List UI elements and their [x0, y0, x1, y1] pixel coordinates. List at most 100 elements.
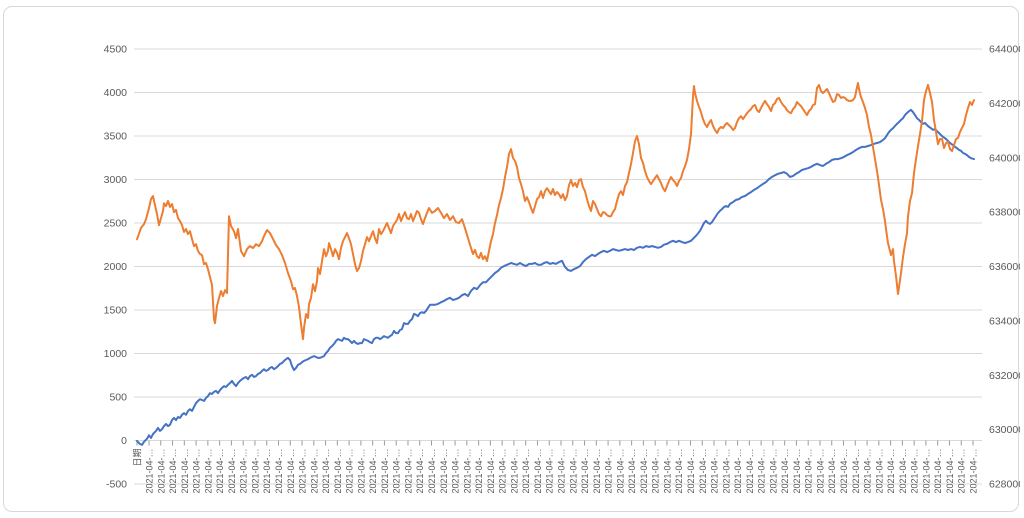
- x-axis-tick-label: 2021-04-…: [486, 449, 496, 494]
- x-axis-tick-label: 2021-04-…: [521, 449, 531, 494]
- x-axis-tick-label: 2021-04-…: [262, 449, 272, 494]
- y-axis-left-tick-label: 1500: [104, 305, 128, 317]
- x-axis-tick-label: 2021-04-…: [957, 449, 967, 494]
- x-axis-tick-label: 2021-04-…: [662, 449, 672, 494]
- x-axis-tick-label: 2021-04-…: [745, 449, 755, 494]
- x-axis-tick-label: 2021-04-…: [545, 449, 555, 494]
- x-axis-tick-label: 2021-04-…: [451, 449, 461, 494]
- x-axis-tick-label: 2021-04-…: [203, 449, 213, 494]
- y-axis-right-tick-label: 6300000: [989, 424, 1020, 436]
- x-axis-tick-label: 2021-04-…: [921, 449, 931, 494]
- y-axis-left-tick-label: 2500: [104, 218, 128, 230]
- y-axis-left-tick-label: 500: [109, 392, 127, 404]
- y-axis-right-tick-label: 6400000: [989, 152, 1020, 164]
- y-axis-left-tick-label: 0: [121, 435, 127, 447]
- y-axis-left-tick-label: 3500: [104, 131, 128, 143]
- x-axis-tick-label: 2021-04-…: [557, 449, 567, 494]
- x-axis-tick-label: 日期: [133, 449, 143, 467]
- x-axis-tick-label: 2021-04-…: [815, 449, 825, 494]
- x-axis-tick-label: 2021-04-…: [615, 449, 625, 494]
- x-axis-tick-label: 2021-04-…: [733, 449, 743, 494]
- x-axis-tick-label: 2021-04-…: [686, 449, 696, 494]
- x-axis-tick-label: 2021-04-…: [168, 449, 178, 494]
- y-axis-left-tick-label: 2000: [104, 261, 128, 273]
- x-axis-tick-label: 2021-04-…: [274, 449, 284, 494]
- x-axis-tick-label: 2021-04-…: [945, 449, 955, 494]
- x-axis-tick-label: 2021-04-…: [298, 449, 308, 494]
- x-axis-tick-label: 2021-04-…: [804, 449, 814, 494]
- x-axis-tick-label: 2021-04-…: [392, 449, 402, 494]
- x-axis-tick-label: 2021-04-…: [227, 449, 237, 494]
- x-axis-tick-label: 2021-04-…: [533, 449, 543, 494]
- x-axis-tick-label: 2021-04-…: [933, 449, 943, 494]
- x-axis-tick-label: 2021-04-…: [874, 449, 884, 494]
- x-axis-tick-label: 2021-04-…: [580, 449, 590, 494]
- x-axis-tick-label: 2021-04-…: [145, 449, 155, 494]
- x-axis-tick-label: 2021-04-…: [792, 449, 802, 494]
- y-axis-right-tick-label: 6420000: [989, 98, 1020, 110]
- x-axis-tick-label: 2021-04-…: [215, 449, 225, 494]
- x-axis-tick-label: 2021-04-…: [757, 449, 767, 494]
- x-axis-tick-label: 2021-04-…: [639, 449, 649, 494]
- x-axis-tick-label: 2021-04-…: [474, 449, 484, 494]
- x-axis-tick-label: 2021-04-…: [321, 449, 331, 494]
- x-axis-tick-label: 2021-04-…: [462, 449, 472, 494]
- gridlines: [134, 48, 982, 485]
- x-axis-tick-label: 2021-04-…: [439, 449, 449, 494]
- y-axis-right-tick-label: 6280000: [989, 479, 1020, 491]
- x-axis-tick-label: 2021-04-…: [839, 449, 849, 494]
- x-axis-tick-label: 2021-04-…: [604, 449, 614, 494]
- x-axis-tick-label: 2021-04-…: [627, 449, 637, 494]
- x-axis-tick-label: 2021-04-…: [969, 449, 979, 494]
- x-axis-tick-label: 2021-04-…: [156, 449, 166, 494]
- y-axis-left-tick-label: 4500: [104, 44, 128, 56]
- x-axis-tick-label: 2021-04-…: [780, 449, 790, 494]
- y-axis-left-tick-label: 3000: [104, 174, 128, 186]
- x-axis-tick-label: 2021-04-…: [415, 449, 425, 494]
- x-axis-tick-label: 2021-04-…: [651, 449, 661, 494]
- x-axis-tick-label: 2021-04-…: [333, 449, 343, 494]
- x-axis-tick-label: 2021-04-…: [863, 449, 873, 494]
- x-axis-tick-label: 2021-04-…: [345, 449, 355, 494]
- series-line-orange-value: [136, 82, 975, 341]
- x-axis-tick-label: 2021-04-…: [910, 449, 920, 494]
- x-axis-tick-label: 2021-04-…: [286, 449, 296, 494]
- x-axis-tick-label: 2021-04-…: [674, 449, 684, 494]
- x-axis-tick-label: 2021-04-…: [710, 449, 720, 494]
- x-axis-tick-label: 2021-04-…: [309, 449, 319, 494]
- x-axis-tick-label: 2021-04-…: [827, 449, 837, 494]
- chart-frame: 4500 4000 3500 3000 2500 2000 1500 1000 500 0 -500…: [3, 6, 1024, 512]
- x-axis-tick-label: 2021-04-…: [886, 449, 896, 494]
- y-axis-left-labels: 4500 4000 3500 3000 2500 2000 1500 1000 500 0 -500: [104, 44, 128, 491]
- y-axis-left-tick-label: -500: [106, 479, 127, 491]
- x-axis-tick-label: 2021-04-…: [851, 449, 861, 494]
- x-axis-tick-label: 2021-04-…: [592, 449, 602, 494]
- y-axis-right-tick-label: 6320000: [989, 370, 1020, 382]
- y-axis-right-tick-label: 6440000: [989, 44, 1020, 56]
- x-axis-tick-label: 2021-04-…: [250, 449, 260, 494]
- x-axis-tick-label: 2021-04-…: [509, 449, 519, 494]
- y-axis-right-labels: 6440000 6420000 6400000 6380000 6360000 63400…: [989, 44, 1024, 491]
- line-chart: 4500 4000 3500 3000 2500 2000 1500 1000 500 0 -500…: [104, 44, 1024, 494]
- series-line-blue-cumulative: [136, 108, 975, 446]
- x-axis-labels: 日期 2021-04-… 2021-04-… 2021-04-… 2021-04-… 20…: [133, 440, 979, 494]
- x-axis-tick-label: 2021-04-…: [356, 449, 366, 494]
- x-axis-tick-label: 2021-04-…: [192, 449, 202, 494]
- x-axis-tick-label: 2021-04-…: [898, 449, 908, 494]
- x-axis-tick-label: 2021-04-…: [768, 449, 778, 494]
- x-axis-tick-label: 2021-04-…: [239, 449, 249, 494]
- x-axis-tick-label: 2021-04-…: [698, 449, 708, 494]
- y-axis-right-tick-label: 6380000: [989, 207, 1020, 219]
- y-axis-right-tick-label: 6360000: [989, 261, 1020, 273]
- x-axis-tick-label: 2021-04-…: [498, 449, 508, 494]
- x-axis-tick-label: 2021-04-…: [721, 449, 731, 494]
- x-axis-tick-label: 2021-04-…: [427, 449, 437, 494]
- x-axis-tick-label: 2021-04-…: [568, 449, 578, 494]
- x-axis-tick-label: 2021-04-…: [403, 449, 413, 494]
- y-axis-right-tick-label: 6340000: [989, 315, 1020, 327]
- x-axis-tick-label: 2021-04-…: [180, 449, 190, 494]
- x-axis-tick-label: 2021-04-…: [380, 449, 390, 494]
- y-axis-left-tick-label: 1000: [104, 348, 128, 360]
- y-axis-left-tick-label: 4000: [104, 87, 128, 99]
